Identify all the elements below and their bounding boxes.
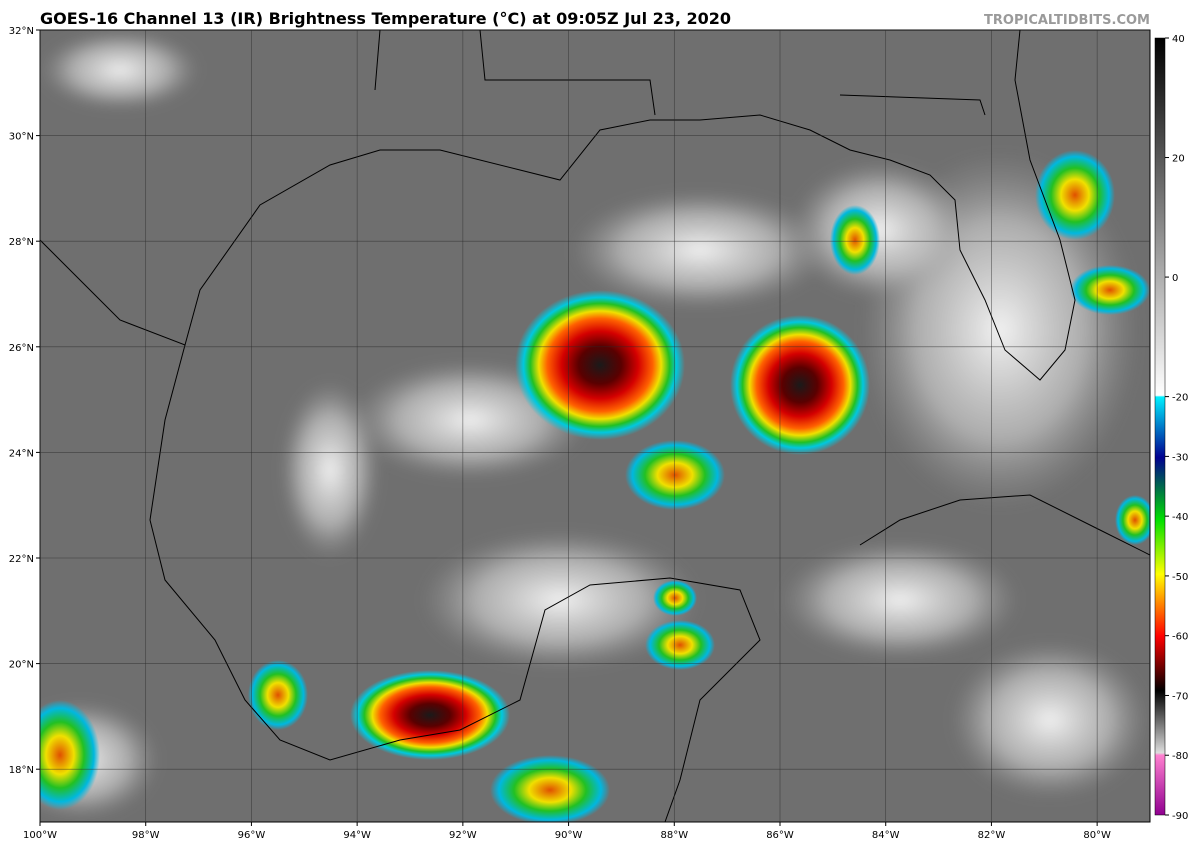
x-tick-label: 84°W [872, 830, 900, 841]
colorbar-tick-label: -30 [1172, 452, 1188, 463]
colorbar-tick-label: 0 [1172, 273, 1178, 284]
x-tick-label: 88°W [660, 830, 688, 841]
y-tick-label: 18°N [9, 765, 34, 776]
colorbar-tick-label: -50 [1172, 572, 1188, 583]
watermark: TROPICALTIDBITS.COM [984, 13, 1150, 28]
x-tick-label: 82°W [978, 830, 1006, 841]
x-tick-label: 96°W [238, 830, 266, 841]
colorbar-tick-label: -60 [1172, 632, 1188, 643]
y-tick-label: 24°N [9, 448, 34, 459]
y-tick-label: 22°N [9, 554, 34, 565]
colorbar-tick-label: -70 [1172, 691, 1188, 702]
y-tick-label: 28°N [9, 237, 34, 248]
coastlines [40, 30, 1150, 822]
x-tick-label: 100°W [23, 830, 57, 841]
clouds [40, 30, 1150, 820]
x-tick-label: 86°W [766, 830, 794, 841]
x-tick-label: 98°W [132, 830, 160, 841]
title: GOES-16 Channel 13 (IR) Brightness Tempe… [40, 9, 731, 28]
y-tick-label: 32°N [9, 26, 34, 37]
y-tick-label: 26°N [9, 343, 34, 354]
x-tick-label: 90°W [555, 830, 583, 841]
colorbar-tick-label: -80 [1172, 751, 1188, 762]
colorbar-tick-label: -90 [1172, 811, 1188, 822]
colorbar-tick-label: -40 [1172, 512, 1188, 523]
x-tick-label: 92°W [449, 830, 477, 841]
x-tick-label: 94°W [343, 830, 371, 841]
convective-cells [40, 150, 1150, 822]
x-tick-label: 80°W [1083, 830, 1111, 841]
colorbar [1154, 37, 1166, 816]
colorbar-tick-label: -20 [1172, 393, 1188, 404]
colorbar-tick-label: 40 [1172, 34, 1185, 45]
y-tick-label: 20°N [9, 660, 34, 671]
colorbar-tick-label: 20 [1172, 154, 1185, 165]
map-imagery [40, 30, 1150, 822]
y-tick-label: 30°N [9, 132, 34, 143]
